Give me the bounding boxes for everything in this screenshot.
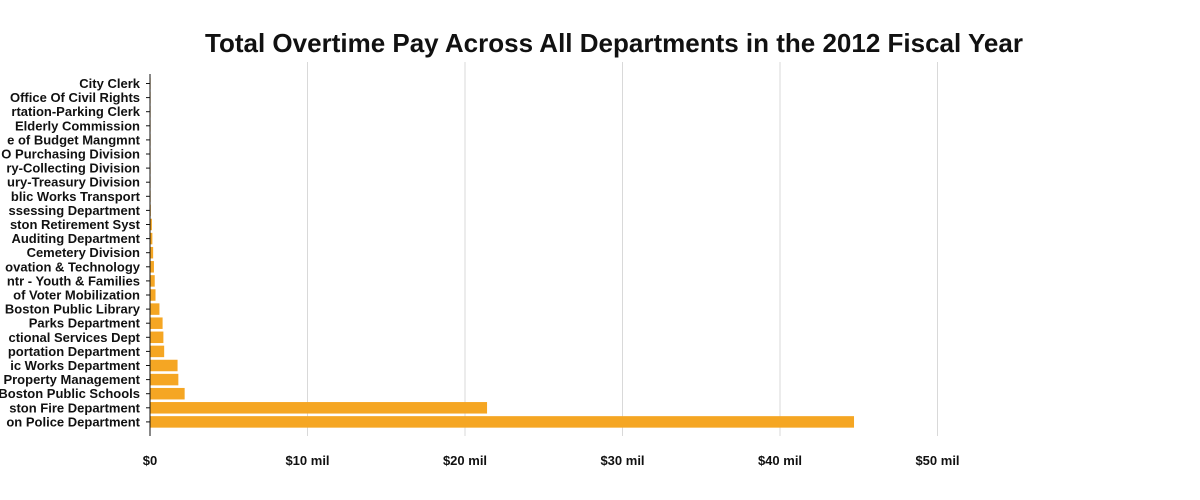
category-label: Boston Public Library — [5, 302, 141, 317]
bar — [150, 373, 179, 386]
bar — [150, 402, 488, 414]
category-label: of Voter Mobilization — [13, 288, 140, 303]
category-label: Auditing Department — [11, 231, 140, 246]
x-tick-label: $10 mil — [285, 453, 329, 468]
category-label: ctional Services Dept — [9, 330, 141, 345]
category-label: ry-Collecting Division — [6, 161, 140, 176]
chart-title: Total Overtime Pay Across All Department… — [205, 28, 1023, 58]
grid-lines — [307, 62, 938, 436]
x-tick-labels: $0 $10 mil $20 mil $30 mil $40 mil $50 mil — [143, 453, 960, 468]
bar — [150, 303, 160, 315]
axes — [146, 74, 151, 436]
x-tick-label: $30 mil — [600, 453, 644, 468]
category-label: rtation-Parking Clerk — [11, 104, 140, 119]
category-label: O Purchasing Division — [1, 147, 140, 162]
bar — [150, 416, 855, 428]
bar — [150, 345, 165, 358]
x-tick-label: $0 — [143, 453, 157, 468]
category-label: blic Works Transport — [11, 189, 141, 204]
category-label: Parks Department — [29, 316, 141, 331]
category-label: portation Department — [8, 344, 141, 359]
category-label: ury-Treasury Division — [7, 175, 140, 190]
category-label: ston Retirement Syst — [10, 217, 141, 232]
x-tick-label: $40 mil — [758, 453, 802, 468]
category-label: ovation & Technology — [5, 259, 141, 274]
category-label: ntr - Youth & Families — [7, 273, 140, 288]
bar — [150, 218, 152, 231]
bar — [150, 275, 155, 287]
category-label: ic Works Department — [10, 358, 140, 373]
category-label: Property Management — [3, 372, 140, 387]
category-label: Office Of Civil Rights — [10, 90, 140, 105]
category-label: e of Budget Mangmnt — [7, 132, 141, 147]
bar — [150, 317, 163, 329]
x-tick-label: $50 mil — [915, 453, 959, 468]
category-label: Elderly Commission — [15, 118, 140, 133]
category-label: City Clerk — [79, 76, 140, 91]
bar — [150, 261, 154, 273]
category-label: on Police Department — [6, 414, 140, 429]
category-label: Boston Public Schools — [0, 386, 140, 401]
bar — [150, 331, 164, 344]
x-tick-label: $20 mil — [443, 453, 487, 468]
bars — [150, 77, 855, 428]
bar — [150, 387, 185, 400]
bar — [150, 246, 154, 259]
category-label: Cemetery Division — [27, 245, 140, 260]
bar — [150, 359, 178, 372]
category-label: ston Fire Department — [9, 400, 140, 415]
bar — [150, 232, 153, 245]
bar — [150, 289, 156, 301]
category-label: ssessing Department — [9, 203, 141, 218]
